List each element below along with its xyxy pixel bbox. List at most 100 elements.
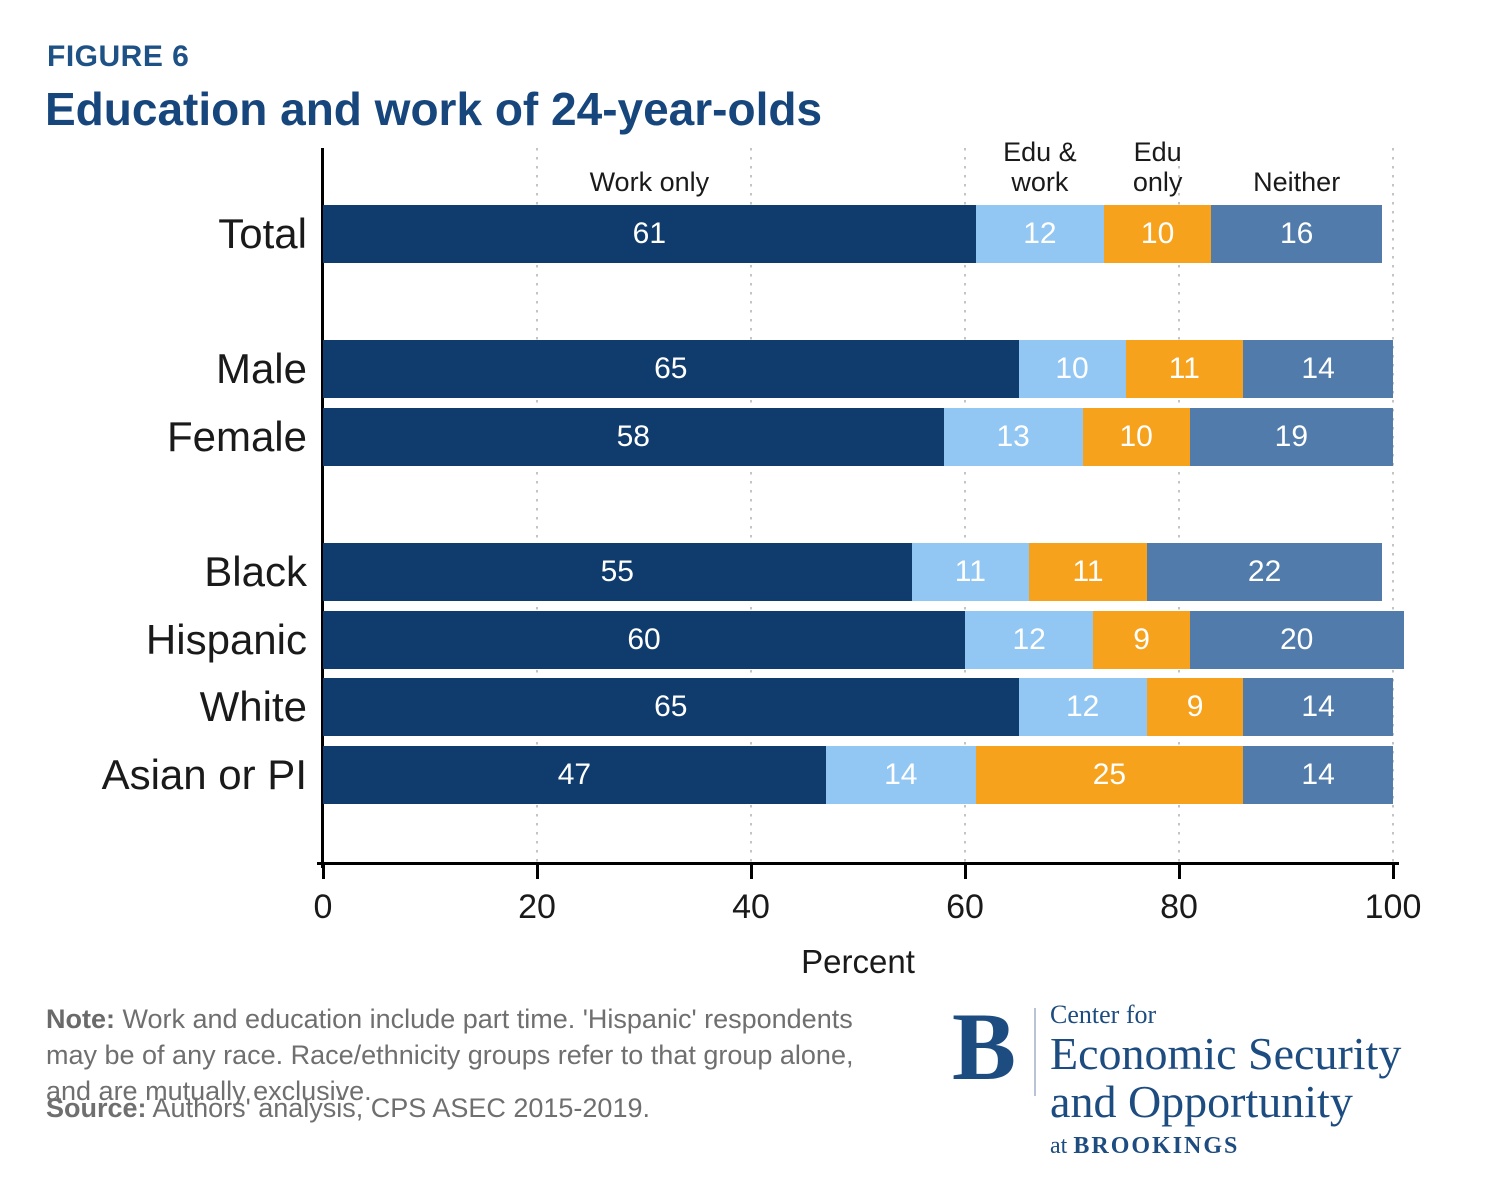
bar-segment: 47 (323, 745, 826, 804)
source-label: Source: (46, 1093, 147, 1123)
axis-tick-80 (1177, 865, 1181, 879)
bar-segment: 10 (1104, 205, 1212, 263)
gridline-60 (964, 148, 966, 865)
bar-segment: 12 (965, 610, 1094, 669)
tick-label-60: 60 (946, 888, 984, 926)
bar-segment: 61 (323, 205, 976, 263)
bar-value-label: 11 (954, 555, 986, 588)
bar-value-label: 55 (600, 555, 634, 588)
bar-segment: 11 (1125, 340, 1244, 399)
bar-segment: 14 (825, 745, 976, 804)
tick-label-100: 100 (1364, 888, 1422, 926)
bar-segment: 14 (1243, 678, 1393, 737)
bar-segment: 60 (323, 610, 965, 669)
bar-segment: 65 (323, 678, 1019, 737)
axis-tick-0 (321, 865, 325, 879)
bar-segment: 19 (1189, 407, 1393, 466)
bar-segment: 65 (323, 340, 1019, 399)
bar-value-label: 22 (1247, 555, 1282, 588)
gridline-100 (1392, 148, 1394, 865)
bar-segment: 14 (1243, 745, 1393, 804)
bar-value-label: 14 (1301, 352, 1335, 386)
logo-letter-b: B (952, 993, 1017, 1100)
bar-value-label: 11 (1072, 555, 1104, 588)
bar-segment: 25 (975, 745, 1244, 804)
bar-value-label: 14 (1301, 690, 1335, 724)
axis-tick-40 (749, 865, 753, 879)
note: Note: Work and education include part ti… (46, 1002, 896, 1110)
row-label-black: Black (204, 548, 307, 595)
x-axis-line (317, 862, 1399, 865)
page-title: Education and work of 24-year-olds (45, 83, 823, 135)
row-label-asian-or-pi: Asian or PI (101, 750, 307, 798)
plot-area: 0 20 40 60 80 100 Percent Total 61 12 10 16 Male 65 10… (102, 137, 1422, 980)
bar-segment: 55 (323, 543, 912, 601)
legend-label-edu-only: Edu only (1132, 136, 1183, 197)
legend-label-edu-work: Edu & work (1003, 136, 1077, 197)
bar-segment: 20 (1189, 610, 1404, 669)
figure-label: FIGURE 6 (47, 40, 190, 73)
brookings-wordmark: BROOKINGS (1073, 1132, 1240, 1159)
bar-value-label: 11 (1168, 352, 1200, 386)
legend-label-neither: Neither (1253, 166, 1341, 197)
bar-segment: 10 (1082, 407, 1190, 466)
row-label-total: Total (218, 210, 307, 257)
bar-value-label: 10 (1055, 352, 1089, 386)
note-text: Work and education include part time. 'H… (46, 1004, 854, 1106)
note-label: Note: (46, 1004, 115, 1034)
bar-segment: 14 (1243, 340, 1393, 399)
bar-value-label: 58 (616, 419, 650, 453)
bar-segment: 12 (1018, 678, 1147, 737)
bar-value-label: 47 (557, 757, 592, 791)
row-label-male: Male (215, 345, 307, 393)
axis-tick-100 (1391, 865, 1395, 879)
row-label-white: White (199, 683, 307, 731)
logo-name-line1: Economic Security (1050, 1028, 1402, 1079)
bar-value-label: 13 (996, 419, 1030, 453)
bar-value-label: 65 (654, 690, 688, 724)
logo-tagline-at: at (1050, 1132, 1074, 1159)
logo-divider (1034, 1008, 1037, 1096)
row-label-female: Female (166, 412, 307, 460)
bar-value-label: 9 (1186, 690, 1204, 724)
bar-segment: 22 (1146, 543, 1383, 601)
bar-segment: 58 (323, 407, 944, 466)
bar-segment: 11 (911, 543, 1030, 601)
bar-value-label: 60 (627, 622, 661, 656)
x-axis-label: Percent (801, 943, 915, 980)
gridline-80 (1178, 148, 1180, 865)
bar-value-label: 14 (1301, 757, 1335, 791)
bar-value-label: 10 (1119, 419, 1153, 453)
bar-value-label: 12 (1066, 690, 1100, 724)
logo-name-line2: and Opportunity (1050, 1076, 1353, 1128)
bar-segment: 9 (1093, 610, 1190, 669)
row-label-hispanic: Hispanic (145, 615, 307, 663)
source-text: Authors' analysis, CPS ASEC 2015-2019. (146, 1093, 650, 1123)
bar-segment: 12 (975, 205, 1105, 263)
bar-value-label: 20 (1280, 622, 1314, 656)
tick-label-0: 0 (313, 888, 333, 926)
y-axis-line (321, 148, 324, 868)
gridline-40 (750, 148, 752, 865)
brookings-logo: B Center for Economic Security and Oppor… (952, 998, 1401, 1160)
bar-segment: 13 (943, 407, 1083, 466)
bar-value-label: 16 (1280, 217, 1314, 250)
bar-value-label: 12 (1012, 622, 1046, 656)
bar-value-label: 12 (1023, 217, 1057, 250)
logo-center-for: Center for (1050, 1000, 1157, 1029)
source: Source: Authors' analysis, CPS ASEC 2015… (46, 1093, 896, 1124)
bar-segment: 16 (1211, 205, 1383, 263)
tick-label-40: 40 (732, 888, 770, 926)
tick-label-80: 80 (1160, 888, 1198, 926)
bar-value-label: 9 (1133, 622, 1150, 656)
bar-value-label: 65 (654, 352, 688, 386)
bar-value-label: 61 (632, 217, 667, 250)
legend-label-work-only: Work only (589, 166, 710, 197)
bar-value-label: 10 (1140, 217, 1175, 250)
axis-tick-20 (535, 865, 539, 879)
logo-text: Center for Economic Security and Opportu… (1050, 998, 1401, 1160)
axis-tick-60 (963, 865, 967, 879)
bar-segment: 10 (1018, 340, 1126, 399)
gridline-20 (536, 148, 538, 865)
